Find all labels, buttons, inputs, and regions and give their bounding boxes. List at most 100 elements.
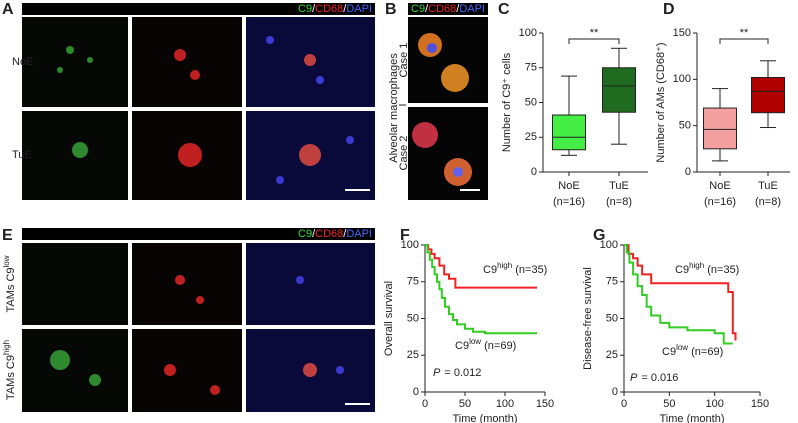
text-part: CD68	[428, 3, 456, 15]
panel-label: G	[593, 227, 605, 244]
channel-header: C9/CD68/DAPI	[411, 3, 485, 15]
channel-header: C9/CD68/DAPI	[298, 3, 372, 15]
y-tick-label: 50	[525, 96, 537, 108]
box	[552, 114, 586, 151]
text-part: /	[425, 3, 429, 15]
panel-label: B	[385, 1, 397, 18]
survival-curve	[425, 244, 537, 289]
p-value: P = 0.016	[630, 372, 678, 384]
text-part: (n=69)	[688, 346, 723, 358]
y-tick-label: 0	[685, 166, 691, 178]
y-tick-label: 25	[606, 349, 618, 361]
y-tick-label: 50	[407, 312, 419, 324]
x-tick-sublabel: (n=8)	[606, 196, 632, 208]
text-part: (n=69)	[481, 340, 516, 352]
text-part: /	[343, 228, 347, 240]
y-tick-label: 100	[519, 27, 537, 39]
y-tick-label: 100	[673, 73, 691, 85]
panel-label: A	[2, 1, 14, 18]
significance: **	[740, 27, 749, 39]
text-part: C9	[298, 228, 312, 240]
text-part: high	[2, 340, 11, 355]
text-part: C9	[662, 346, 676, 358]
header-bar	[22, 228, 375, 240]
text-part: high	[689, 261, 704, 270]
row-label: NoE	[12, 56, 33, 68]
header-bar	[408, 3, 488, 15]
x-axis-label: Time (month)	[453, 413, 518, 423]
side-label: Alveolar macrophages	[388, 53, 400, 163]
curve-label: C9high (n=35)	[483, 261, 547, 276]
box	[703, 107, 737, 150]
text-part: low	[676, 343, 688, 352]
y-axis-label: Number of AMs (CD68⁺)	[655, 42, 667, 162]
text-part: = 0.012	[444, 367, 481, 379]
text-part: (n=35)	[512, 264, 547, 276]
significance-bracket	[719, 38, 769, 44]
x-tick-sublabel: (n=8)	[755, 196, 781, 208]
row-label: Case 1	[398, 43, 410, 78]
p-value: P = 0.012	[433, 367, 481, 379]
text-part: P	[630, 372, 638, 384]
text-part: /	[312, 3, 316, 15]
y-tick-label: 25	[525, 131, 537, 143]
survival-curve	[425, 244, 537, 335]
text-part: /	[343, 3, 347, 15]
channel-header: C9/CD68/DAPI	[298, 228, 372, 240]
curve-label: C9low (n=69)	[455, 337, 516, 352]
text-part: DAPI	[346, 3, 372, 15]
text-part: TAMs C9	[5, 355, 17, 400]
x-tick-label: 0	[621, 398, 627, 410]
panel-label: D	[663, 1, 675, 18]
x-tick-label: 150	[536, 398, 554, 410]
x-tick-label: TuE	[609, 180, 629, 192]
y-tick-label: 75	[525, 62, 537, 74]
survival-curve	[624, 244, 737, 341]
text-part: low	[469, 337, 481, 346]
text-part: (n=35)	[704, 264, 739, 276]
y-tick-label: 100	[401, 239, 419, 251]
text-part: CD68	[315, 228, 343, 240]
y-tick-label: 75	[407, 276, 419, 288]
text-part: DAPI	[459, 3, 485, 15]
text-part: P	[433, 367, 441, 379]
row-label: TAMs C9high	[2, 340, 17, 400]
y-tick-label: 25	[407, 349, 419, 361]
x-tick-label: 50	[663, 398, 675, 410]
text-part: C9	[298, 3, 312, 15]
x-tick-sublabel: (n=16)	[704, 196, 736, 208]
row-label: TuE	[12, 149, 32, 161]
x-axis-label: Time (month)	[660, 413, 725, 423]
box	[602, 67, 636, 113]
curve-label: C9low (n=69)	[662, 343, 723, 358]
text-part: high	[497, 261, 512, 270]
header-bar	[22, 3, 375, 15]
y-axis-label: Number of C9⁺ cells	[501, 52, 513, 152]
y-tick-label: 50	[679, 120, 691, 132]
x-tick-label: 100	[705, 398, 723, 410]
text-part: C9	[455, 340, 469, 352]
x-tick-label: NoE	[709, 180, 730, 192]
x-tick-label: NoE	[558, 180, 579, 192]
panel-label: C	[498, 1, 510, 18]
x-tick-label: TuE	[758, 180, 778, 192]
y-tick-label: 0	[612, 386, 618, 398]
row-label: TAMs C9low	[2, 255, 17, 312]
text-part: /	[456, 3, 460, 15]
text-part: CD68	[315, 3, 343, 15]
panel-label: F	[400, 227, 410, 244]
y-axis-label: Overall survival	[383, 281, 395, 356]
text-part: /	[312, 228, 316, 240]
box	[751, 76, 785, 114]
y-tick-label: 0	[413, 386, 419, 398]
y-axis-label: Disease-free survival	[582, 267, 594, 370]
text-part: = 0.016	[641, 372, 678, 384]
text-part: DAPI	[346, 228, 372, 240]
y-tick-label: 0	[531, 166, 537, 178]
significance-bracket	[568, 38, 620, 44]
x-tick-label: 100	[496, 398, 514, 410]
x-tick-label: 150	[751, 398, 769, 410]
significance: **	[590, 27, 599, 39]
y-tick-label: 150	[673, 27, 691, 39]
